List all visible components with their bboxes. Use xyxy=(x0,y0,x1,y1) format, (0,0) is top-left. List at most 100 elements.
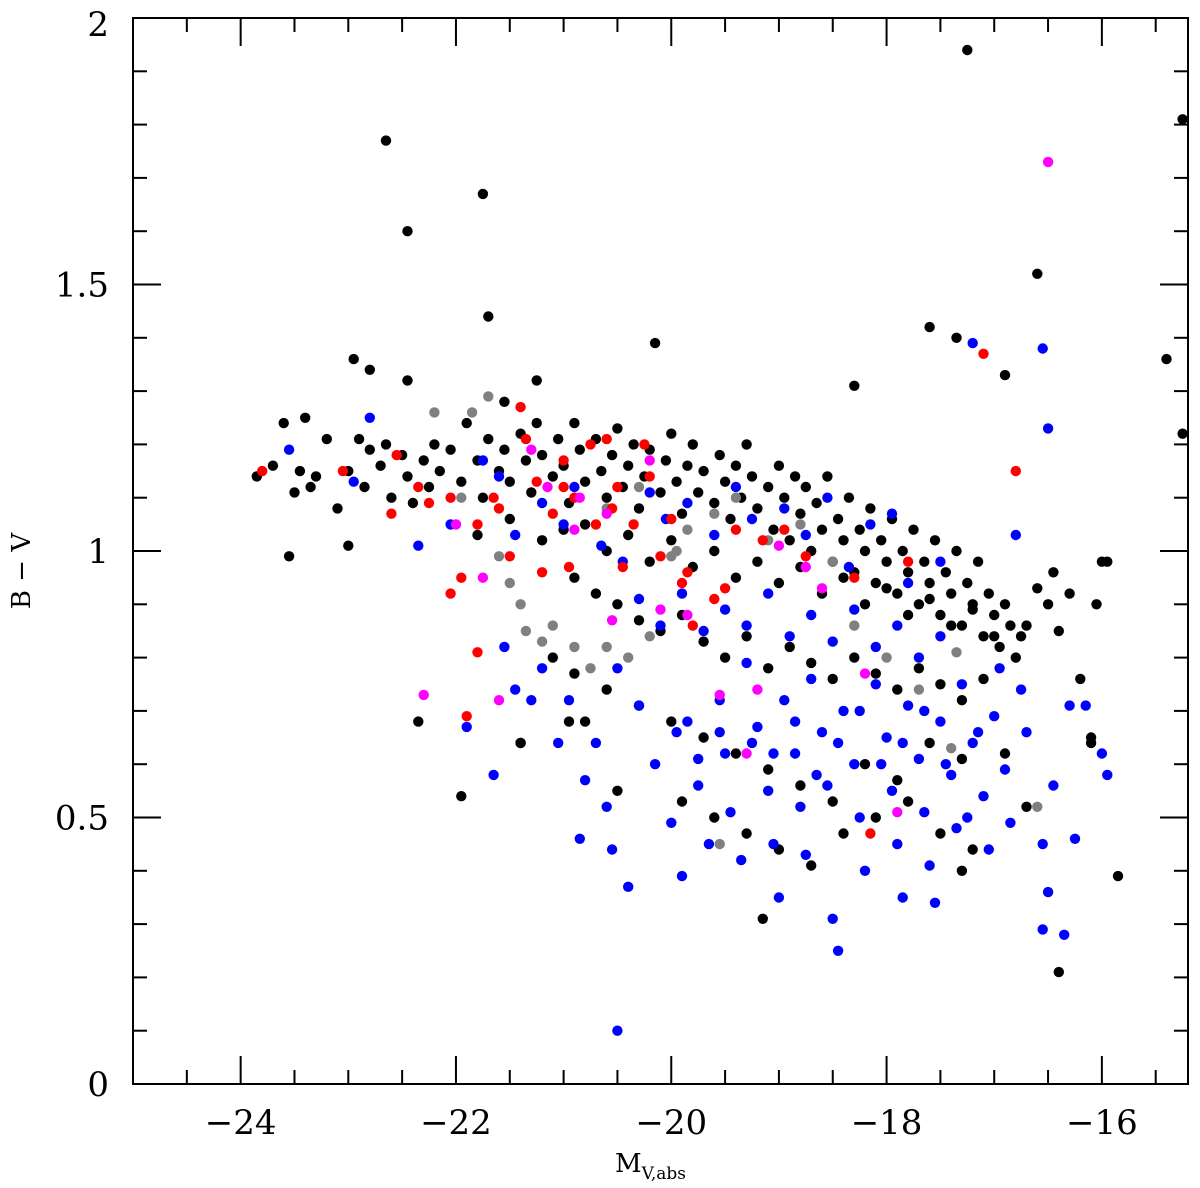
data-point xyxy=(774,541,784,551)
data-point xyxy=(741,658,751,668)
data-point xyxy=(462,418,472,428)
data-point xyxy=(968,844,978,854)
data-point xyxy=(924,578,934,588)
data-point xyxy=(838,573,848,583)
data-point xyxy=(612,423,622,433)
y-tick-label: 1 xyxy=(87,532,109,572)
data-point xyxy=(709,530,719,540)
data-point xyxy=(914,684,924,694)
data-point xyxy=(892,588,902,598)
data-point xyxy=(957,679,967,689)
data-point xyxy=(537,450,547,460)
y-tick-label: 0.5 xyxy=(55,799,109,839)
data-point xyxy=(289,487,299,497)
data-point xyxy=(494,551,504,561)
data-point xyxy=(580,716,590,726)
data-point xyxy=(881,732,891,742)
data-point xyxy=(451,519,461,529)
data-point xyxy=(1043,887,1053,897)
data-point xyxy=(914,663,924,673)
data-point xyxy=(698,626,708,636)
data-point xyxy=(645,487,655,497)
x-tick-label: −22 xyxy=(420,1103,492,1143)
data-point xyxy=(1005,620,1015,630)
data-point xyxy=(844,493,854,503)
data-point xyxy=(284,551,294,561)
data-point xyxy=(612,1026,622,1036)
data-point xyxy=(709,546,719,556)
data-point xyxy=(1032,802,1042,812)
x-axis-label-main: M xyxy=(615,1149,642,1179)
data-point xyxy=(553,434,563,444)
data-point xyxy=(445,445,455,455)
data-point xyxy=(741,439,751,449)
data-point xyxy=(951,333,961,343)
y-tick-label: 2 xyxy=(87,5,109,45)
data-point xyxy=(898,546,908,556)
data-point xyxy=(935,631,945,641)
data-point xyxy=(467,407,477,417)
data-point xyxy=(946,770,956,780)
data-point xyxy=(860,866,870,876)
data-point xyxy=(731,573,741,583)
data-point xyxy=(515,402,525,412)
data-point xyxy=(957,866,967,876)
data-point xyxy=(731,482,741,492)
x-axis-label-subscript: V,abs xyxy=(641,1164,686,1184)
data-point xyxy=(682,716,692,726)
data-point xyxy=(564,716,574,726)
data-point xyxy=(564,562,574,572)
data-point xyxy=(499,445,509,455)
data-point xyxy=(731,525,741,535)
data-point xyxy=(1016,631,1026,641)
x-tick-label: −18 xyxy=(851,1103,923,1143)
data-point xyxy=(892,775,902,785)
data-point xyxy=(941,567,951,577)
data-point xyxy=(968,338,978,348)
data-point xyxy=(774,461,784,471)
data-point xyxy=(671,546,681,556)
data-point xyxy=(838,535,848,545)
data-point xyxy=(1102,770,1112,780)
data-point xyxy=(478,455,488,465)
data-point xyxy=(558,455,568,465)
data-point xyxy=(752,557,762,567)
data-point xyxy=(865,828,875,838)
data-point xyxy=(709,498,719,508)
data-point xyxy=(429,439,439,449)
data-point xyxy=(801,482,811,492)
data-point xyxy=(833,514,843,524)
data-point xyxy=(1102,557,1112,567)
data-point xyxy=(833,946,843,956)
data-point xyxy=(1043,423,1053,433)
data-point xyxy=(575,834,585,844)
data-point xyxy=(671,727,681,737)
data-point xyxy=(817,525,827,535)
data-point xyxy=(951,647,961,657)
data-point xyxy=(537,663,547,673)
data-point xyxy=(1038,839,1048,849)
data-point xyxy=(359,482,369,492)
data-point xyxy=(510,684,520,694)
data-point xyxy=(741,828,751,838)
data-point xyxy=(881,583,891,593)
data-point xyxy=(1016,684,1026,694)
data-point xyxy=(591,738,601,748)
data-point xyxy=(435,466,445,476)
data-point xyxy=(268,461,278,471)
data-point xyxy=(978,674,988,684)
data-point xyxy=(715,727,725,737)
data-point xyxy=(1113,871,1123,881)
data-point xyxy=(951,823,961,833)
data-point xyxy=(768,839,778,849)
data-point xyxy=(478,493,488,503)
data-point xyxy=(871,578,881,588)
data-point xyxy=(876,759,886,769)
data-point xyxy=(919,706,929,716)
data-point xyxy=(822,780,832,790)
data-point xyxy=(801,551,811,561)
data-point xyxy=(930,898,940,908)
data-point xyxy=(483,391,493,401)
data-point xyxy=(919,557,929,567)
data-point xyxy=(715,690,725,700)
